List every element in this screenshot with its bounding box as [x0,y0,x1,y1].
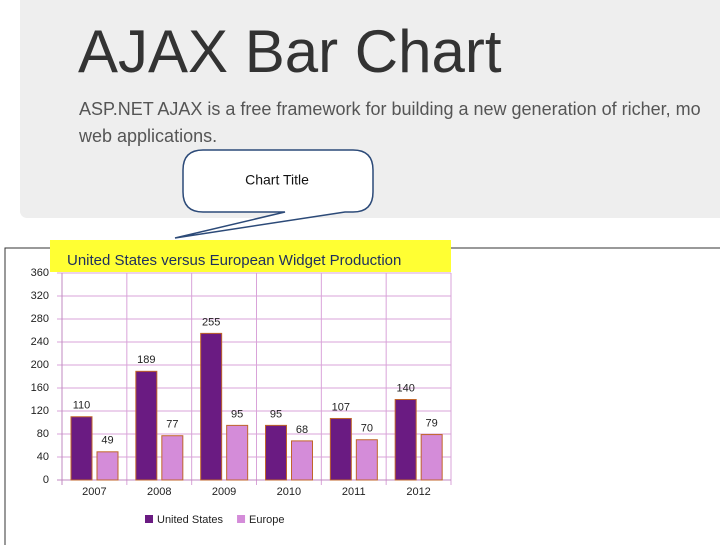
legend-swatch [237,515,246,523]
y-tick-label: 320 [31,290,49,302]
y-tick-label: 200 [31,359,49,371]
value-label: 189 [137,354,155,366]
x-tick-label: 2009 [212,486,236,498]
plot: 0 40 80 120 160 200 240 280 320 360 2007 110 49 2008 1… [31,267,452,526]
y-tick-label: 160 [31,382,49,394]
chart-title: United States versus European Widget Pro… [67,252,401,269]
value-label: 110 [73,400,91,412]
x-tick-label: 2008 [147,486,171,498]
value-label: 95 [231,408,243,420]
bar [355,439,378,481]
x-tick-label: 2011 [342,486,366,498]
description-line: ASP.NET AJAX is a free framework for bui… [79,99,701,119]
y-tick-label: 360 [31,267,49,279]
legend-label: Europe [249,514,284,526]
y-tick-label: 80 [37,428,49,440]
legend-swatch [145,515,153,523]
page-title: AJAX Bar Chart [78,18,502,85]
y-tick-label: 240 [31,336,49,348]
bar [161,435,184,481]
value-label: 255 [202,316,220,328]
bar [226,424,249,481]
value-label: 68 [296,424,308,436]
value-label: 79 [426,417,438,429]
bar [70,416,93,481]
legend-label: United States [157,514,224,526]
value-label: 70 [361,423,373,435]
x-tick-label: 2007 [82,486,106,498]
bar [291,440,313,481]
value-label: 140 [396,382,414,394]
bar [200,332,223,481]
description-line: web applications. [78,126,217,146]
bar [394,399,417,481]
y-tick-label: 120 [31,405,49,417]
value-label: 95 [270,408,282,420]
value-label: 107 [332,401,350,413]
bar [135,370,158,481]
callout [174,149,374,239]
callout-label: Chart Title [245,172,309,188]
chart-panel [4,247,720,545]
bar [329,417,352,481]
bar [96,451,119,481]
y-tick-label: 280 [31,313,49,325]
x-tick-label: 2010 [277,486,301,498]
value-label: 77 [166,419,178,431]
bar [420,434,443,481]
value-label: 49 [101,435,113,447]
x-tick-label: 2012 [406,486,430,498]
y-tick-label: 0 [43,474,49,486]
chart-title-box [50,240,451,272]
y-tick-label: 40 [37,451,49,463]
bar [265,424,287,481]
